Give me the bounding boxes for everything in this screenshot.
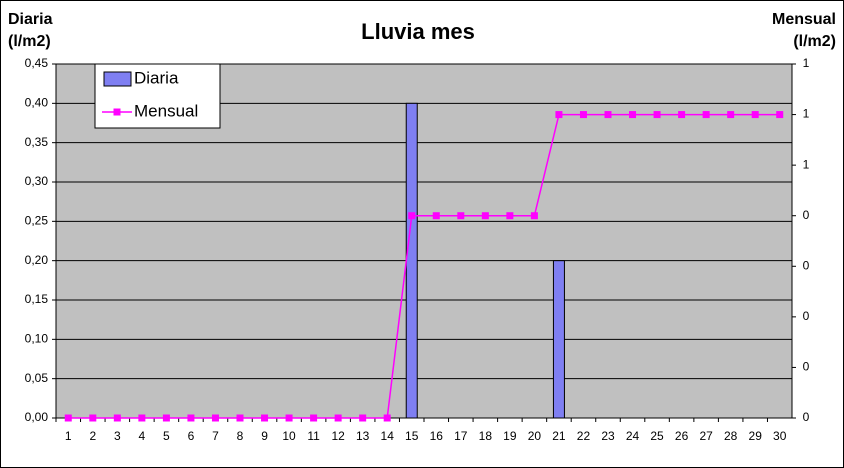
- x-tick-label: 23: [601, 429, 615, 443]
- x-tick-label: 3: [114, 429, 121, 443]
- marker: [334, 414, 342, 422]
- y-tick-label: 0,35: [25, 135, 49, 149]
- x-tick-label: 11: [307, 429, 320, 443]
- x-tick-label: 17: [454, 429, 468, 443]
- x-tick-label: 18: [479, 429, 493, 443]
- marker: [432, 212, 440, 220]
- x-tick-label: 13: [356, 429, 370, 443]
- marker: [678, 111, 686, 119]
- marker: [481, 212, 489, 220]
- x-tick-label: 7: [212, 429, 219, 443]
- x-tick-label: 15: [405, 429, 419, 443]
- marker: [138, 414, 146, 422]
- legend: Diaria Mensual: [94, 63, 221, 129]
- y-tick-label: 0,05: [25, 371, 49, 385]
- y-tick-label: 0,30: [25, 174, 49, 188]
- y-tick-label: 0,00: [25, 410, 49, 424]
- marker: [310, 414, 318, 422]
- x-tick-label: 19: [503, 429, 517, 443]
- marker: [261, 414, 269, 422]
- x-tick-label: 14: [381, 429, 395, 443]
- y2-tick-label: 0: [803, 360, 810, 374]
- x-tick-label: 9: [261, 429, 268, 443]
- legend-label: Mensual: [134, 101, 198, 120]
- bar: [552, 260, 565, 419]
- x-tick-label: 6: [188, 429, 195, 443]
- x-tick-label: 21: [552, 429, 566, 443]
- marker: [211, 414, 219, 422]
- marker: [727, 111, 735, 119]
- x-tick-label: 2: [89, 429, 96, 443]
- x-tick-label: 22: [577, 429, 591, 443]
- bar: [405, 102, 418, 419]
- marker: [604, 111, 612, 119]
- x-tick-label: 10: [282, 429, 296, 443]
- legend-label: Diaria: [134, 68, 179, 87]
- marker: [162, 414, 170, 422]
- y2-tick-label: 1: [803, 56, 810, 70]
- y2-tick-label: 1: [803, 157, 810, 171]
- y-tick-label: 0,45: [25, 56, 49, 70]
- marker: [555, 111, 563, 119]
- legend-swatch: [113, 108, 121, 116]
- x-tick-label: 16: [430, 429, 444, 443]
- marker: [187, 414, 195, 422]
- y-tick-label: 0,25: [25, 214, 49, 228]
- x-tick-label: 25: [650, 429, 664, 443]
- y-tick-label: 0,15: [25, 292, 49, 306]
- marker: [653, 111, 661, 119]
- x-tick-label: 5: [163, 429, 170, 443]
- y2-tick-label: 0: [803, 258, 810, 272]
- y-tick-label: 0,40: [25, 96, 49, 110]
- y-axis-title: Diaria: [8, 11, 53, 28]
- x-tick-label: 27: [699, 429, 713, 443]
- marker: [457, 212, 465, 220]
- x-tick-label: 26: [675, 429, 689, 443]
- x-tick-label: 24: [626, 429, 640, 443]
- line: [68, 113, 780, 419]
- y2-axis-title: Mensual: [772, 11, 836, 28]
- x-tick-label: 4: [139, 429, 146, 443]
- x-tick-label: 1: [65, 429, 72, 443]
- x-tick-label: 12: [331, 429, 345, 443]
- y2-tick-label: 0: [803, 309, 810, 323]
- marker: [64, 414, 72, 422]
- y-tick-label: 0,20: [25, 253, 49, 267]
- marker: [751, 111, 759, 119]
- marker: [113, 414, 121, 422]
- y2-axis-title: (l/m2): [793, 33, 836, 50]
- marker: [776, 111, 784, 119]
- marker: [506, 212, 514, 220]
- chart-title: Lluvia mes: [361, 19, 475, 44]
- x-tick-label: 8: [237, 429, 244, 443]
- marker: [629, 111, 637, 119]
- y-tick-label: 0,10: [25, 332, 49, 346]
- marker: [702, 111, 710, 119]
- y2-tick-label: 0: [803, 410, 810, 424]
- y2-tick-label: 0: [803, 208, 810, 222]
- marker: [89, 414, 97, 422]
- y2-tick-label: 1: [803, 107, 810, 121]
- x-tick-label: 29: [749, 429, 763, 443]
- marker: [359, 414, 367, 422]
- marker: [285, 414, 293, 422]
- marker: [236, 414, 244, 422]
- x-tick-label: 28: [724, 429, 738, 443]
- y-axis-title: (l/m2): [8, 33, 51, 50]
- marker: [383, 414, 391, 422]
- marker: [579, 111, 587, 119]
- marker: [408, 212, 416, 220]
- x-tick-label: 30: [773, 429, 787, 443]
- legend-swatch: [103, 71, 132, 87]
- marker: [530, 212, 538, 220]
- x-tick-label: 20: [528, 429, 542, 443]
